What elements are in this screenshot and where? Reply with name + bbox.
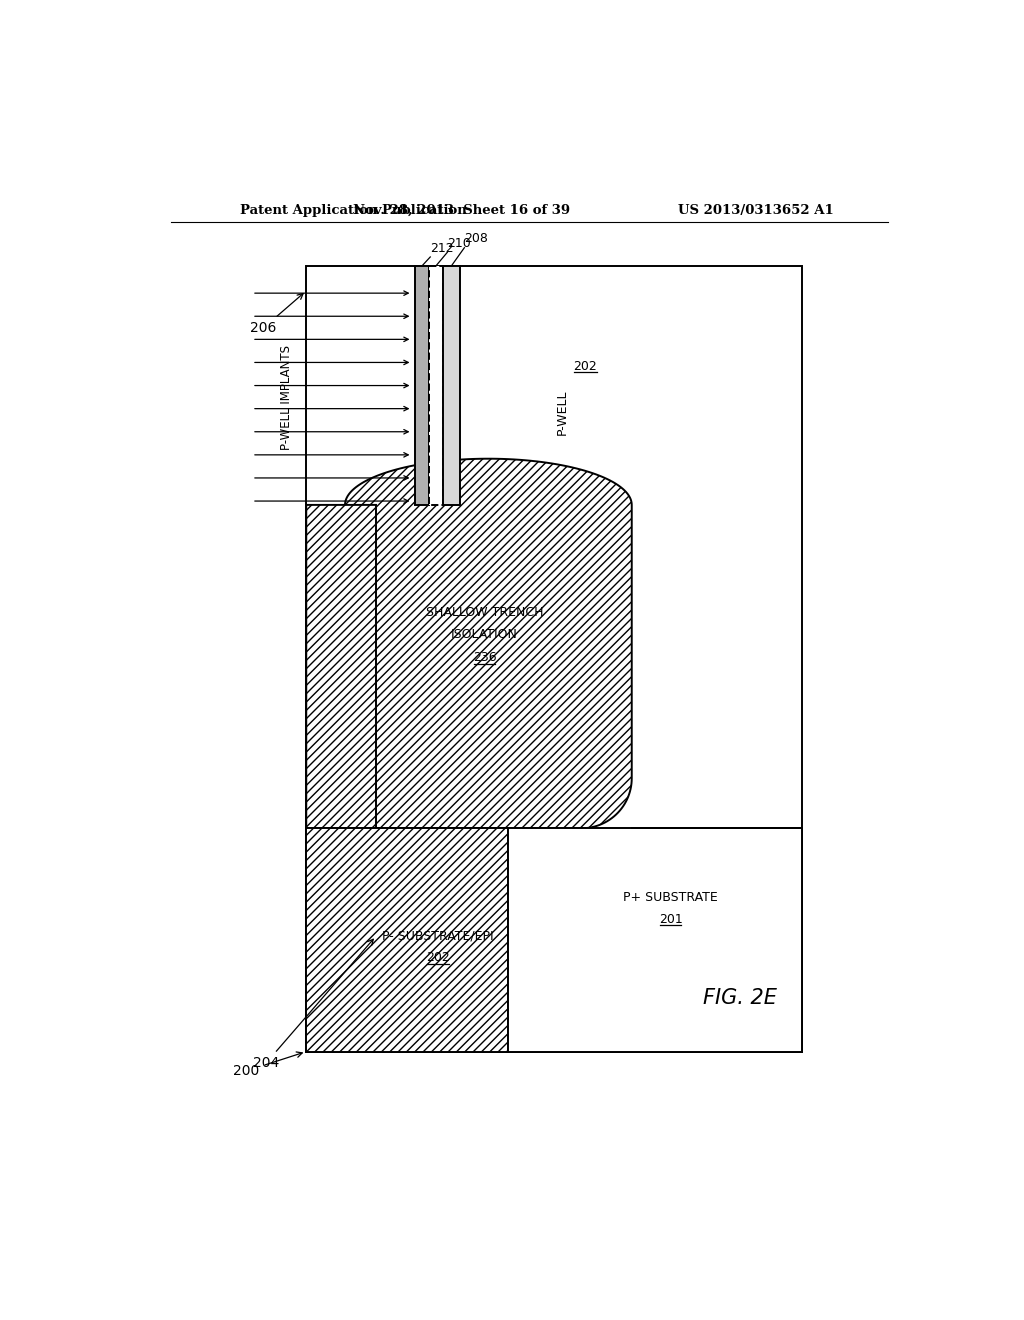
Text: P- SUBSTRATE/EPI: P- SUBSTRATE/EPI bbox=[382, 929, 494, 942]
Text: 201: 201 bbox=[658, 912, 682, 925]
Text: 200: 200 bbox=[233, 1052, 302, 1078]
Text: 236: 236 bbox=[473, 651, 497, 664]
Text: FIG. 2E: FIG. 2E bbox=[703, 987, 777, 1007]
Text: 202: 202 bbox=[573, 360, 597, 372]
Polygon shape bbox=[306, 829, 508, 1052]
Text: P+ SUBSTRATE: P+ SUBSTRATE bbox=[624, 891, 718, 904]
Bar bbox=[429, 267, 442, 504]
Text: US 2013/0313652 A1: US 2013/0313652 A1 bbox=[678, 205, 834, 218]
Polygon shape bbox=[306, 506, 508, 936]
Bar bbox=[415, 267, 429, 504]
Text: 202: 202 bbox=[426, 952, 450, 964]
Text: 210: 210 bbox=[447, 238, 471, 249]
Text: Patent Application Publication: Patent Application Publication bbox=[241, 205, 467, 218]
Text: Nov. 28, 2013  Sheet 16 of 39: Nov. 28, 2013 Sheet 16 of 39 bbox=[352, 205, 569, 218]
Text: P-WELL IMPLANTS: P-WELL IMPLANTS bbox=[281, 345, 293, 450]
Text: 206: 206 bbox=[251, 293, 303, 335]
Text: 212: 212 bbox=[430, 242, 454, 255]
Text: 208: 208 bbox=[464, 232, 488, 246]
Text: SHALLOW TRENCH: SHALLOW TRENCH bbox=[426, 606, 544, 619]
Bar bbox=[442, 267, 460, 504]
Bar bbox=[508, 829, 802, 1052]
Polygon shape bbox=[345, 459, 632, 829]
Bar bbox=[306, 267, 802, 1052]
Text: P-WELL: P-WELL bbox=[555, 389, 568, 436]
Text: ISOLATION: ISOLATION bbox=[451, 628, 518, 640]
Text: 204: 204 bbox=[253, 940, 374, 1071]
